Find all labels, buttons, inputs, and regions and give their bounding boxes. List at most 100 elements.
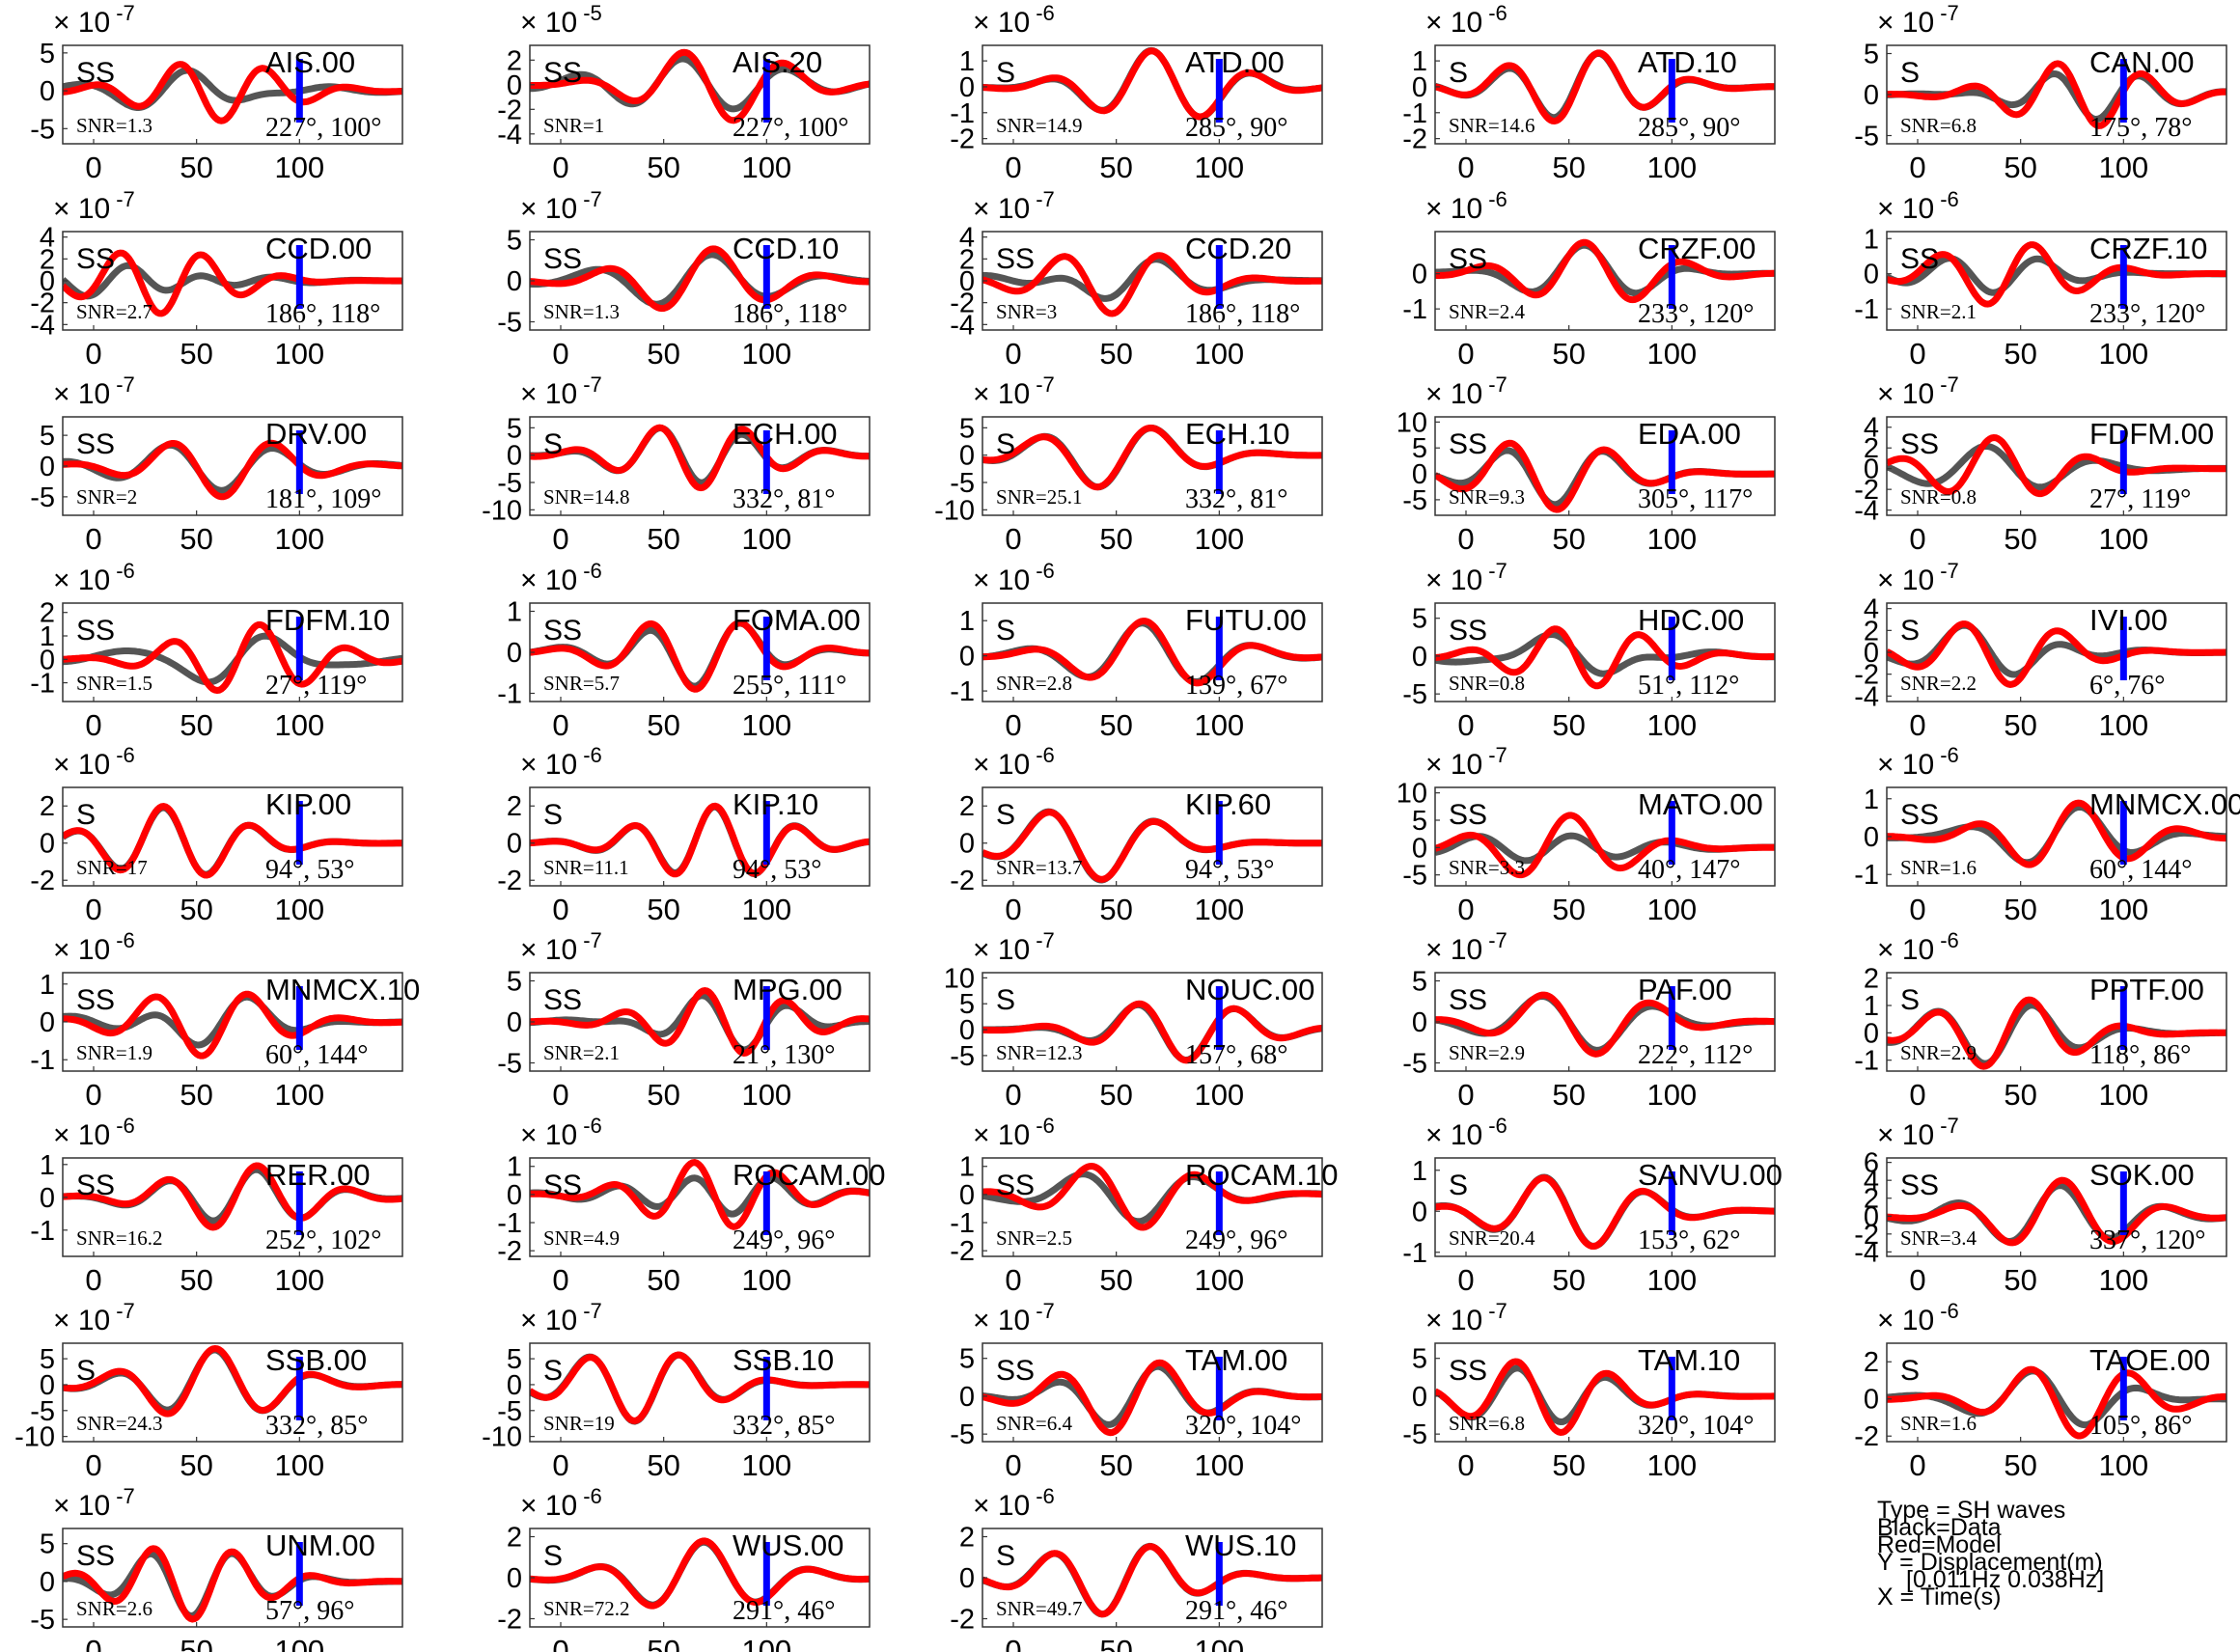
model-trace xyxy=(530,1351,870,1424)
y-exponent-label: × 10 -7 xyxy=(520,1299,602,1336)
x-tick-label: 50 xyxy=(1552,893,1585,926)
y-tick-label: -2 xyxy=(950,124,975,155)
x-tick-label: 100 xyxy=(274,1078,324,1112)
model-trace xyxy=(63,803,402,879)
y-tick-label: -2 xyxy=(1402,124,1427,155)
y-tick-label: 0 xyxy=(959,1180,975,1211)
y-tick-label: 0 xyxy=(507,829,522,860)
angles-label: 320°, 104° xyxy=(1638,1411,1754,1441)
y-tick-label: -1 xyxy=(497,1208,522,1239)
y-tick-label: 0 xyxy=(40,266,55,297)
y-tick-label: 2 xyxy=(1864,616,1879,647)
model-trace xyxy=(982,1359,1322,1437)
y-tick-label: -10 xyxy=(14,1422,55,1453)
x-tick-label: 100 xyxy=(1194,1078,1244,1112)
station-label: FDFM.00 xyxy=(2089,417,2214,451)
y-tick-label: -2 xyxy=(497,95,522,125)
y-tick-label: 5 xyxy=(959,1344,975,1375)
y-tick-label: 1 xyxy=(507,597,522,628)
x-tick-label: 100 xyxy=(1646,1078,1697,1112)
snr-label: SNR=1.9 xyxy=(76,1041,152,1064)
axes-box xyxy=(1434,602,1776,702)
x-tick-label: 50 xyxy=(180,1634,212,1652)
x-tick-label: 50 xyxy=(180,893,212,926)
legend-y-axis: Y = Displacement(m) xyxy=(1877,1549,2103,1576)
x-tick-label: 0 xyxy=(1909,1078,1925,1112)
y-exponent-label: × 10 -7 xyxy=(53,187,135,225)
x-tick-label: 100 xyxy=(274,1634,324,1652)
y-tick-label: 5 xyxy=(1412,1344,1427,1375)
y-tick-label: -5 xyxy=(497,1396,522,1427)
model-trace xyxy=(1435,1174,1775,1251)
y-tick-label: 5 xyxy=(40,1529,55,1560)
y-tick-label: -5 xyxy=(30,1605,55,1636)
axes-box xyxy=(1434,1157,1776,1257)
axes-box xyxy=(982,786,1323,887)
y-exponent-label: × 10 -6 xyxy=(973,1,1055,39)
angles-label: 186°, 118° xyxy=(733,299,847,329)
y-tick-label: 1 xyxy=(959,1152,975,1183)
x-tick-label: 100 xyxy=(1646,893,1697,926)
x-tick-label: 100 xyxy=(1194,1263,1244,1297)
y-tick-label: -1 xyxy=(30,669,55,700)
y-tick-label: 0 xyxy=(959,72,975,103)
y-exponent-label: × 10 -7 xyxy=(53,1,135,39)
snr-label: SNR=9.3 xyxy=(1449,485,1525,509)
station-label: DRV.00 xyxy=(265,417,367,451)
y-tick-label: -1 xyxy=(1854,860,1879,891)
y-tick-label: -4 xyxy=(1854,1237,1879,1268)
angles-label: 181°, 109° xyxy=(265,484,381,514)
y-tick-label: 0 xyxy=(507,638,522,669)
station-label: MNMCX.00 xyxy=(2089,787,2240,821)
x-tick-label: 0 xyxy=(1909,337,1925,371)
angles-label: 222°, 112° xyxy=(1638,1040,1753,1070)
model-trace xyxy=(982,47,1322,121)
angles-label: 320°, 104° xyxy=(1185,1411,1301,1441)
y-tick-label: -10 xyxy=(482,495,522,526)
x-tick-label: 100 xyxy=(741,1078,791,1112)
x-tick-label: 0 xyxy=(1005,893,1021,926)
y-tick-label: 0 xyxy=(40,645,55,675)
angles-label: 227°, 100° xyxy=(265,113,381,143)
station-label: CAN.00 xyxy=(2089,45,2195,79)
y-tick-label: 1 xyxy=(1412,46,1427,77)
axes-box xyxy=(1434,231,1776,331)
angles-label: 233°, 120° xyxy=(1638,299,1754,329)
y-tick-label: -10 xyxy=(482,1422,522,1453)
model-trace xyxy=(1887,433,2226,498)
station-label: SOK.00 xyxy=(2089,1158,2195,1192)
y-tick-label: -2 xyxy=(950,289,975,319)
phase-label: S xyxy=(996,984,1015,1016)
x-tick-label: 50 xyxy=(2004,1448,2036,1482)
snr-label: SNR=49.7 xyxy=(996,1597,1082,1620)
snr-label: SNR=3.4 xyxy=(1900,1226,1977,1250)
model-trace xyxy=(530,620,870,693)
snr-label: SNR=6.8 xyxy=(1449,1412,1525,1435)
phase-label: SS xyxy=(1449,428,1487,460)
y-tick-label: 0 xyxy=(1864,1201,1879,1232)
y-exponent-label: × 10 -6 xyxy=(1425,1114,1507,1151)
y-tick-label: 1 xyxy=(40,1150,55,1181)
y-tick-label: -1 xyxy=(1854,1046,1879,1077)
angles-label: 157°, 68° xyxy=(1185,1040,1287,1070)
snr-label: SNR=2.1 xyxy=(543,1041,620,1064)
x-tick-label: 0 xyxy=(552,522,568,556)
y-exponent-label: × 10 -6 xyxy=(53,928,135,966)
y-tick-label: -2 xyxy=(1854,660,1879,691)
snr-label: SNR=2.7 xyxy=(76,300,152,323)
station-label: KIP.10 xyxy=(733,787,818,821)
y-tick-label: -2 xyxy=(30,289,55,319)
x-tick-label: 50 xyxy=(1099,151,1132,184)
snr-label: SNR=2.9 xyxy=(1449,1041,1525,1064)
phase-label: SS xyxy=(1449,243,1487,275)
model-trace xyxy=(982,1162,1322,1231)
y-tick-label: 0 xyxy=(1412,1382,1427,1413)
y-exponent-label: × 10 -6 xyxy=(53,743,135,781)
